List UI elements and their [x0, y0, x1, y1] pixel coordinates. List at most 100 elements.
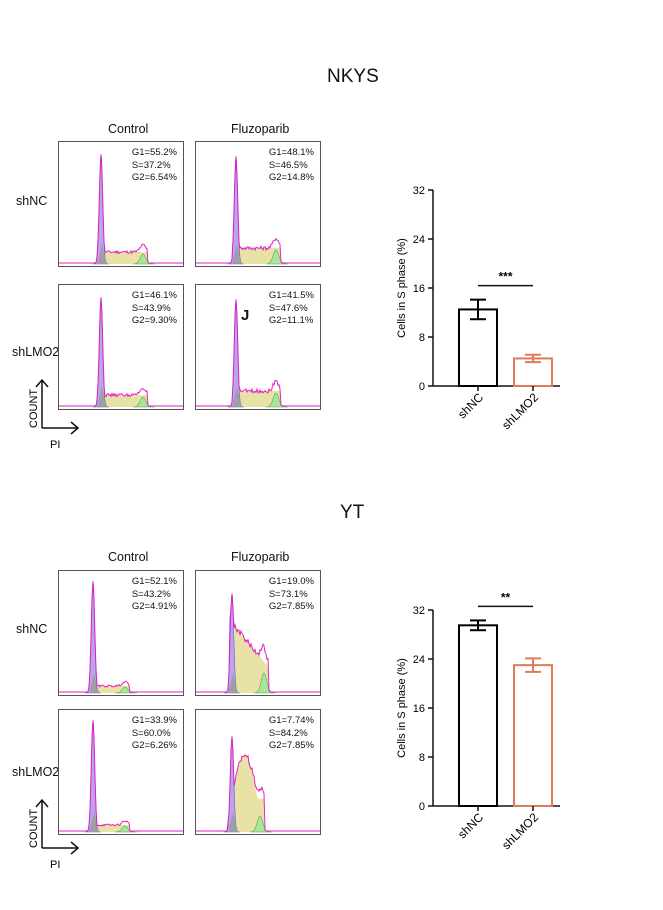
- debris-area: [97, 387, 107, 407]
- s-phase-area: [234, 391, 280, 407]
- x-axis-label: PI: [50, 439, 60, 451]
- g2-stat: G2=14.8%: [268, 172, 314, 183]
- fit-line: [196, 299, 320, 407]
- significance-label: ***: [498, 270, 512, 284]
- histogram-panel: J G1=41.5% S=47.6% G2=11.1%: [195, 284, 321, 410]
- s-phase-area: [99, 252, 147, 264]
- x-axis-arrow: [42, 841, 80, 855]
- debris-area: [89, 812, 99, 832]
- y-axis-label: COUNT: [28, 389, 40, 428]
- category-label: shLMO2: [499, 810, 541, 852]
- y-tick-label: 24: [413, 234, 425, 246]
- fit-line: [59, 720, 183, 832]
- y-tick-label: 32: [413, 185, 425, 197]
- s-stat: S=60.0%: [131, 727, 171, 739]
- g1-stat: G1=52.1%: [131, 576, 177, 587]
- s-phase-area: [91, 825, 129, 832]
- g1-phase-area: [84, 580, 102, 694]
- fit-line: [59, 154, 183, 264]
- s-stat: S=43.9%: [131, 302, 171, 314]
- g1-phase-area: [84, 719, 102, 833]
- y-tick-label: 8: [419, 752, 425, 764]
- phase-stats: G1=7.74% S=84.2% G2=7.85%: [269, 715, 314, 753]
- histogram-panel: G1=46.1% S=43.9% G2=9.30%: [58, 284, 184, 410]
- debris-area: [228, 673, 238, 693]
- histogram-panel: G1=52.1% S=43.2% G2=4.91%: [58, 570, 184, 696]
- s-phase-area: [230, 754, 264, 832]
- g1-stat: G1=46.1%: [131, 290, 177, 301]
- s-phase-area: [91, 686, 129, 693]
- y-axis-arrow: [35, 378, 49, 428]
- y-axis-title: Cells in S phase (%): [396, 238, 408, 338]
- histogram-panel: G1=19.0% S=73.1% G2=7.85%: [195, 570, 321, 696]
- g2-stat: G2=7.85%: [268, 740, 314, 751]
- col-label-control: Control: [108, 122, 149, 136]
- histogram-panel: G1=33.9% S=60.0% G2=6.26%: [58, 709, 184, 835]
- g1-phase-area: [92, 296, 110, 408]
- significance-label: **: [501, 590, 511, 604]
- fit-line: [196, 594, 320, 693]
- y-tick-label: 16: [413, 283, 425, 295]
- g2-phase-area: [132, 396, 156, 408]
- debris-area: [232, 387, 242, 407]
- stray-mark: J: [241, 307, 250, 324]
- phase-stats: G1=48.1% S=46.5% G2=14.8%: [269, 147, 314, 185]
- fit-line: [59, 297, 183, 407]
- row-label-shnc: shNC: [16, 622, 48, 636]
- bar: [458, 624, 498, 807]
- g1-phase-area: [92, 153, 110, 265]
- histogram-panel: G1=55.2% S=37.2% G2=6.54%: [58, 141, 184, 267]
- s-stat: S=47.6%: [268, 302, 308, 314]
- cell-cycle-histogram: [59, 580, 183, 694]
- y-tick-label: 0: [419, 381, 425, 393]
- phase-stats: G1=41.5% S=47.6% G2=11.1%: [269, 290, 314, 328]
- row-label-shlmo2: shLMO2: [12, 345, 60, 359]
- bar: [513, 664, 553, 807]
- g2-phase-area: [265, 249, 289, 265]
- g1-stat: G1=33.9%: [131, 715, 177, 726]
- category-label: shNC: [455, 810, 486, 841]
- bar-chart-yt: 0 8 16 24 32 Cells in S phase (%) shNC shLMO2 **: [396, 590, 560, 852]
- y-tick-label: 8: [419, 332, 425, 344]
- s-phase-area: [230, 620, 268, 693]
- cell-cycle-histogram: [59, 296, 183, 408]
- y-axis-label: COUNT: [28, 809, 40, 848]
- cell-cycle-histogram: [59, 153, 183, 265]
- phase-stats: G1=19.0% S=73.1% G2=7.85%: [269, 576, 314, 614]
- phase-stats: G1=52.1% S=43.2% G2=4.91%: [132, 576, 177, 614]
- s-phase-area: [234, 248, 280, 264]
- y-axis-title: Cells in S phase (%): [396, 658, 408, 758]
- section-title-yt: YT: [340, 502, 365, 523]
- bar-chart-nkys: 0 8 16 24 32 Cells in S phase (%) shNC shLMO2 **…: [396, 185, 560, 432]
- section-title-nkys: NKYS: [327, 66, 379, 87]
- g2-stat: G2=6.26%: [131, 740, 177, 751]
- category-label: shLMO2: [499, 390, 541, 432]
- phase-stats: G1=55.2% S=37.2% G2=6.54%: [132, 147, 177, 185]
- g2-phase-area: [114, 825, 138, 833]
- axis-arrows: COUNT PI: [28, 378, 80, 451]
- g2-stat: G2=6.54%: [131, 172, 177, 183]
- bar: [458, 308, 498, 387]
- g2-phase-area: [265, 392, 289, 408]
- x-axis-arrow: [42, 421, 80, 435]
- s-phase-area: [99, 395, 147, 407]
- g2-phase-area: [132, 253, 156, 265]
- s-stat: S=46.5%: [268, 159, 308, 171]
- phase-stats: G1=46.1% S=43.9% G2=9.30%: [132, 290, 177, 328]
- s-stat: S=73.1%: [268, 588, 308, 600]
- cell-cycle-histogram: [59, 719, 183, 833]
- col-label-control: Control: [108, 550, 149, 564]
- x-axis-label: PI: [50, 859, 60, 871]
- histogram-panel: G1=7.74% S=84.2% G2=7.85%: [195, 709, 321, 835]
- cell-cycle-histogram: [196, 155, 320, 265]
- fit-line: [196, 157, 320, 264]
- g1-stat: G1=7.74%: [268, 715, 314, 726]
- y-tick-label: 24: [413, 654, 425, 666]
- col-label-fluzoparib: Fluzoparib: [231, 550, 290, 564]
- debris-area: [97, 244, 107, 264]
- g2-stat: G2=7.85%: [268, 601, 314, 612]
- s-stat: S=84.2%: [268, 727, 308, 739]
- y-tick-label: 16: [413, 703, 425, 715]
- debris-area: [232, 244, 242, 264]
- fit-line: [196, 737, 320, 832]
